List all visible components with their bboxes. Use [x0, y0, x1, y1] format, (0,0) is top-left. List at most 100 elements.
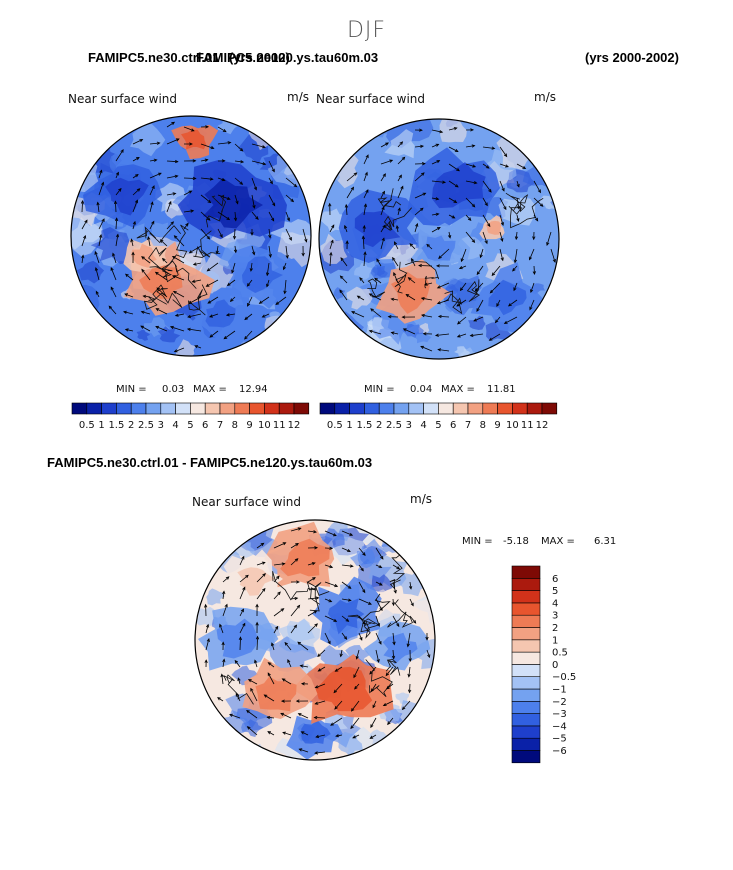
wind-vector: [183, 210, 194, 213]
wind-vector: [97, 202, 100, 213]
wind-vector-head: [529, 306, 533, 311]
wind-vector: [256, 636, 258, 651]
wind-vector: [438, 248, 450, 259]
wind-vector-head: [296, 604, 301, 609]
wind-vector: [247, 726, 258, 736]
wind-vector: [333, 683, 343, 693]
wind-vector: [363, 154, 369, 165]
wind-vector-head: [249, 268, 253, 272]
wind-vector-head: [339, 289, 343, 294]
wind-vector-head: [205, 125, 210, 129]
wind-vector: [397, 186, 404, 199]
map-high-core: [315, 666, 373, 712]
panel2-units: m/s: [534, 90, 556, 104]
wind-vector-head: [500, 257, 504, 262]
wind-vector: [234, 160, 244, 163]
wind-vector-head: [245, 574, 249, 579]
map-texture-cell: [286, 618, 315, 646]
wind-vector: [206, 279, 219, 287]
panel3-max-label: MAX =: [541, 536, 575, 547]
wind-vector: [207, 262, 219, 272]
wind-vector-head: [362, 589, 366, 594]
wind-vector-head: [277, 591, 281, 596]
wind-vector: [307, 623, 318, 634]
colorbar-swatch: [278, 402, 295, 415]
wind-vector: [170, 326, 185, 332]
wind-vector-head: [379, 607, 383, 612]
wind-vector: [421, 314, 433, 318]
wind-vector: [499, 248, 504, 261]
wind-vector: [285, 177, 297, 188]
colorbar-tick-label: 2.5: [386, 420, 402, 431]
wind-vector-head: [513, 259, 518, 264]
wind-vector-head: [231, 269, 235, 274]
wind-vector: [271, 642, 275, 651]
colorbar-tick-label: 11: [521, 420, 534, 431]
wind-vector-head: [552, 259, 556, 263]
wind-vector-head: [317, 653, 321, 658]
wind-vector: [431, 129, 443, 133]
wind-vector: [513, 282, 518, 291]
wind-vector-head: [219, 234, 223, 239]
colorbar-swatch: [511, 639, 541, 653]
wind-vector-head: [204, 603, 208, 608]
wind-vector-head: [153, 158, 158, 162]
wind-vector-head: [124, 293, 129, 297]
wind-vector-head: [246, 709, 250, 714]
wind-vector-head: [385, 672, 390, 677]
wind-vector: [530, 282, 535, 293]
wind-vector: [457, 316, 467, 325]
wind-vector-head: [262, 573, 266, 577]
map-low-core: [242, 256, 283, 293]
wind-vector: [141, 256, 151, 264]
case-years: (yrs 2000-2002): [585, 50, 679, 65]
wind-vector-head: [407, 673, 411, 678]
wind-vector: [200, 159, 208, 162]
wind-vector-head: [476, 271, 480, 276]
wind-vector-head: [469, 333, 474, 338]
wind-vector-head: [224, 603, 228, 608]
wind-vector: [375, 649, 380, 663]
wind-vector-head: [130, 238, 134, 243]
map-texture-cell: [319, 339, 348, 359]
wind-vector-head: [206, 637, 210, 642]
wind-vector-head: [420, 345, 425, 349]
wind-vector: [259, 296, 270, 304]
wind-vector: [397, 157, 405, 165]
wind-vector: [324, 615, 337, 622]
wind-vector: [375, 632, 382, 645]
wind-vector: [217, 177, 225, 181]
colorbar-swatch: [145, 402, 162, 415]
wind-vector-head: [172, 192, 177, 196]
colorbar-tick-label: 4: [172, 420, 178, 431]
wind-vector: [290, 558, 299, 566]
wind-vector: [280, 713, 292, 719]
colorbar-tick-label: 5: [552, 586, 558, 597]
wind-vector-head: [140, 310, 145, 314]
panel1-max-label: MAX =: [193, 384, 227, 395]
wind-vector-head: [221, 178, 226, 182]
wind-vector: [98, 234, 102, 247]
wind-vector: [465, 163, 476, 168]
wind-vector: [188, 296, 202, 304]
colorbar-swatch: [71, 402, 88, 415]
colorbar-swatch: [219, 402, 236, 415]
wind-vector: [251, 143, 266, 148]
wind-vector: [217, 697, 224, 702]
map-texture-cell: [439, 119, 467, 143]
panel1-min-value: 0.03: [162, 384, 185, 395]
wind-vector-head: [378, 582, 383, 586]
wind-vector-head: [471, 203, 476, 208]
map-high-core: [131, 243, 157, 268]
panel2-colorbar: 0.5 1 1.5 2 2.5 3 4 5 6 7 8 9 10 11 12: [319, 402, 558, 431]
wind-vector-head: [328, 599, 333, 603]
wind-vector-head: [157, 172, 162, 176]
wind-vector-head: [299, 664, 304, 668]
wind-vector: [380, 159, 393, 165]
wind-vector-head: [261, 314, 266, 318]
colorbar-swatch: [349, 402, 365, 415]
wind-vector-head: [118, 187, 122, 192]
wind-vector: [254, 660, 258, 668]
wind-vector-head: [258, 300, 263, 304]
wind-vector-head: [242, 586, 246, 591]
